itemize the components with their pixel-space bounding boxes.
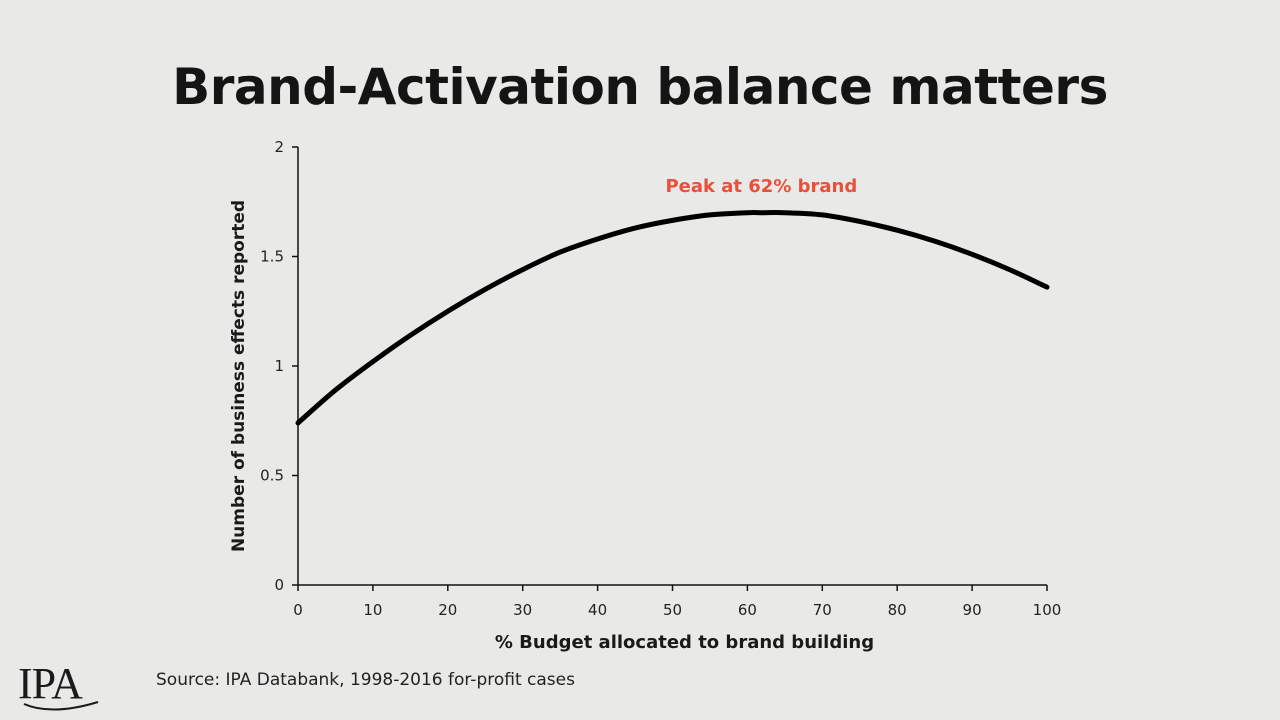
x-tick-label: 80 xyxy=(888,601,907,619)
logo-text: IPA xyxy=(18,659,83,708)
x-tick-label: 10 xyxy=(363,601,382,619)
x-tick-label: 20 xyxy=(438,601,457,619)
source-note: Source: IPA Databank, 1998-2016 for-prof… xyxy=(156,670,575,690)
logo-swoosh-icon xyxy=(23,701,99,711)
x-tick-label: 40 xyxy=(588,601,607,619)
x-axis-label: % Budget allocated to brand building xyxy=(495,632,874,653)
x-tick-label: 0 xyxy=(293,601,303,619)
y-tick-label: 1.5 xyxy=(260,248,284,266)
x-tick-label: 30 xyxy=(513,601,532,619)
y-tick-label: 1 xyxy=(274,357,284,375)
curve-line xyxy=(295,210,1050,426)
x-tick-label: 90 xyxy=(963,601,982,619)
y-tick-label: 0.5 xyxy=(260,467,284,485)
y-axis-label: Number of business effects reported xyxy=(229,200,249,552)
slide-title: Brand-Activation balance matters xyxy=(172,58,1108,116)
peak-annotation: Peak at 62% brand xyxy=(665,176,857,197)
x-tick-label: 50 xyxy=(663,601,682,619)
x-tick-label: 100 xyxy=(1033,601,1062,619)
y-tick-label: 2 xyxy=(274,138,284,156)
x-tick-label: 70 xyxy=(813,601,832,619)
y-tick-label: 0 xyxy=(274,576,284,594)
ipa-logo: IPA xyxy=(18,660,108,714)
x-tick-label: 60 xyxy=(738,601,757,619)
